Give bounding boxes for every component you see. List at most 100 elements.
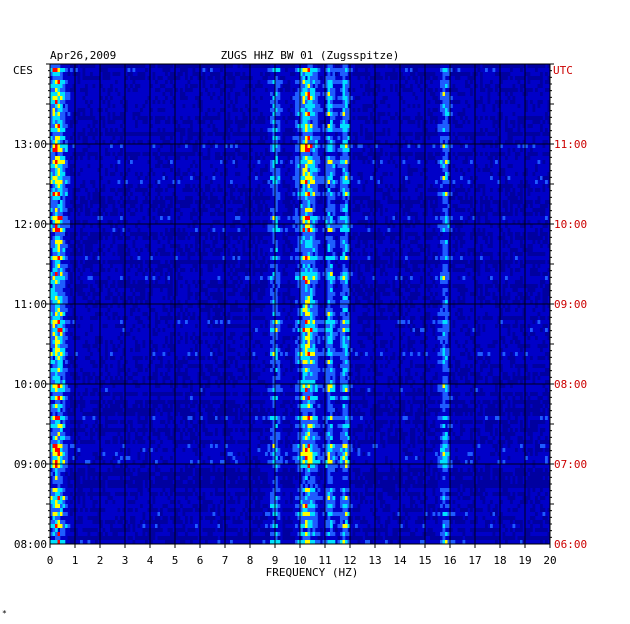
heatmap-cell (72, 196, 76, 200)
heatmap-cell (532, 232, 536, 236)
heatmap-cell (55, 108, 58, 112)
heatmap-cell (460, 216, 463, 220)
heatmap-cell (302, 68, 306, 72)
heatmap-cell (227, 152, 231, 156)
heatmap-cell (285, 260, 288, 264)
heatmap-cell (435, 256, 438, 260)
heatmap-cell (207, 148, 211, 152)
heatmap-cell (237, 140, 241, 144)
heatmap-cell (245, 104, 248, 108)
heatmap-cell (327, 88, 331, 92)
heatmap-cell (300, 272, 303, 276)
heatmap-cell (197, 116, 201, 120)
heatmap-cell (250, 188, 253, 192)
heatmap-cell (55, 276, 58, 280)
heatmap-cell (472, 208, 476, 212)
heatmap-cell (252, 108, 256, 112)
heatmap-cell (465, 144, 468, 148)
heatmap-cell (210, 64, 213, 68)
heatmap-cell (297, 228, 301, 232)
heatmap-cell (300, 228, 303, 232)
heatmap-cell (207, 244, 211, 248)
heatmap-cell (60, 232, 63, 236)
heatmap-cell (330, 156, 333, 160)
heatmap-cell (460, 144, 463, 148)
heatmap-cell (272, 124, 276, 128)
heatmap-cell (52, 252, 56, 256)
heatmap-cell (155, 200, 158, 204)
heatmap-cell (275, 180, 278, 184)
heatmap-cell (195, 248, 198, 252)
heatmap-cell (467, 216, 471, 220)
heatmap-cell (512, 112, 516, 116)
heatmap-cell (55, 160, 58, 164)
heatmap-cell (330, 80, 333, 84)
heatmap-cell (62, 88, 66, 92)
heatmap-cell (402, 84, 406, 88)
heatmap-cell (432, 212, 436, 216)
heatmap-cell (125, 156, 128, 160)
heatmap-cell (177, 128, 181, 132)
heatmap-cell (215, 128, 218, 132)
heatmap-cell (345, 228, 348, 232)
heatmap-cell (272, 100, 276, 104)
heatmap-cell (487, 244, 491, 248)
heatmap-cell (475, 232, 478, 236)
heatmap-cell (420, 88, 423, 92)
heatmap-cell (477, 216, 481, 220)
heatmap-cell (70, 236, 73, 240)
heatmap-cell (232, 84, 236, 88)
heatmap-cell (275, 248, 278, 252)
heatmap-cell (217, 276, 221, 280)
heatmap-cell (85, 92, 88, 96)
heatmap-cell (320, 156, 323, 160)
heatmap-cell (107, 88, 111, 92)
heatmap-cell (70, 120, 73, 124)
heatmap-cell (165, 64, 168, 68)
heatmap-cell (477, 64, 481, 68)
heatmap-cell (490, 252, 493, 256)
heatmap-cell (212, 188, 216, 192)
heatmap-cell (50, 276, 53, 280)
heatmap-cell (52, 276, 56, 280)
heatmap-cell (52, 128, 56, 132)
heatmap-cell (530, 272, 533, 276)
heatmap-cell (150, 260, 153, 264)
heatmap-cell (390, 144, 393, 148)
heatmap-cell (165, 276, 168, 280)
heatmap-cell (510, 88, 513, 92)
heatmap-cell (265, 132, 268, 136)
heatmap-cell (52, 100, 56, 104)
heatmap-cell (430, 64, 433, 68)
heatmap-cell (75, 248, 78, 252)
heatmap-cell (410, 276, 413, 280)
heatmap-cell (57, 108, 61, 112)
heatmap-cell (225, 260, 228, 264)
heatmap-cell (455, 168, 458, 172)
heatmap-cell (265, 168, 268, 172)
heatmap-cell (427, 252, 431, 256)
heatmap-cell (275, 136, 278, 140)
heatmap-cell (60, 284, 63, 288)
heatmap-cell (475, 176, 478, 180)
heatmap-cell (235, 108, 238, 112)
heatmap-cell (67, 176, 71, 180)
heatmap-cell (217, 188, 221, 192)
heatmap-cell (107, 120, 111, 124)
heatmap-cell (62, 256, 66, 260)
heatmap-cell (142, 120, 146, 124)
heatmap-cell (182, 236, 186, 240)
heatmap-cell (465, 116, 468, 120)
heatmap-cell (190, 216, 193, 220)
heatmap-cell (237, 120, 241, 124)
heatmap-cell (515, 140, 518, 144)
heatmap-cell (342, 196, 346, 200)
heatmap-cell (272, 232, 276, 236)
heatmap-cell (477, 188, 481, 192)
heatmap-cell (510, 128, 513, 132)
heatmap-cell (210, 196, 213, 200)
heatmap-cell (420, 76, 423, 80)
heatmap-cell (505, 100, 508, 104)
heatmap-cell (207, 228, 211, 232)
heatmap-cell (407, 88, 411, 92)
